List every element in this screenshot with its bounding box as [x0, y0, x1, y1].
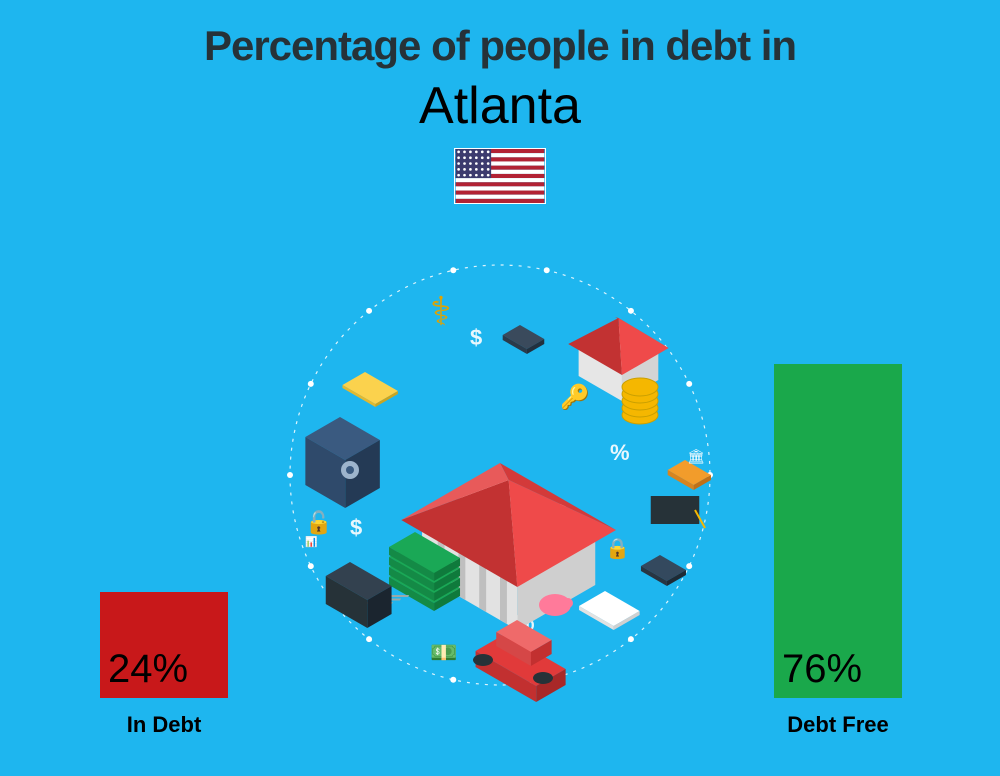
bar-label: Debt Free	[787, 712, 888, 738]
bar-in-debt: 24%In Debt	[100, 592, 228, 698]
city-name: Atlanta	[0, 76, 1000, 136]
svg-text:🔒: 🔒	[605, 538, 630, 560]
svg-text:🔑: 🔑	[560, 382, 590, 411]
bar-value: 76%	[782, 647, 862, 692]
bar-label: In Debt	[127, 712, 202, 738]
svg-text:🔓: 🔓	[305, 510, 332, 535]
bar-debt-free: 76%Debt Free	[774, 364, 902, 698]
finance-illustration: $%$%$🏛⚕🔑🔒🔓💵📊	[260, 235, 740, 715]
main-title: Percentage of people in debt in	[0, 22, 1000, 70]
svg-text:💵: 💵	[430, 640, 457, 665]
svg-text:$: $	[350, 515, 362, 540]
svg-text:$: $	[470, 325, 482, 350]
infographic-stage: Percentage of people in debt in Atlanta …	[0, 0, 1000, 776]
us-flag-icon	[454, 148, 546, 204]
svg-text:🏛: 🏛	[687, 448, 705, 464]
bar-value: 24%	[108, 647, 188, 692]
svg-text:⚕: ⚕	[430, 290, 452, 334]
svg-text:📊: 📊	[305, 535, 317, 548]
svg-text:%: %	[610, 440, 630, 465]
